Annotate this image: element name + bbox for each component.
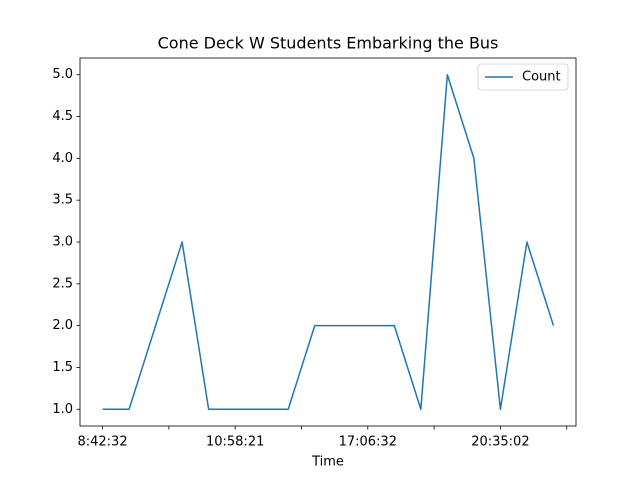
line-series	[102, 73, 555, 411]
y-tick-label: 1.0	[52, 402, 73, 417]
y-tick-label: 4.0	[52, 151, 73, 166]
x-tick-label: 10:58:21	[206, 435, 264, 450]
legend-label: Count	[522, 70, 561, 85]
y-tick-label: 4.5	[52, 109, 73, 124]
legend-box	[477, 63, 569, 91]
y-tick-label: 2.5	[52, 276, 73, 291]
y-tick-label: 5.0	[52, 67, 73, 82]
y-tick-label: 1.5	[52, 360, 73, 375]
x-tick-label: 20:35:02	[471, 435, 529, 450]
x-tick-label: 17:06:32	[339, 435, 397, 450]
y-tick-label: 2.0	[52, 318, 73, 333]
chart-title: Cone Deck W Students Embarking the Bus	[158, 34, 499, 53]
x-tick-label: 8:42:32	[77, 435, 127, 450]
y-tick-label: 3.5	[52, 193, 73, 208]
y-tick-label: 3.0	[52, 235, 73, 250]
x-axis-label: Time	[311, 455, 344, 470]
axes-frame	[79, 57, 577, 427]
